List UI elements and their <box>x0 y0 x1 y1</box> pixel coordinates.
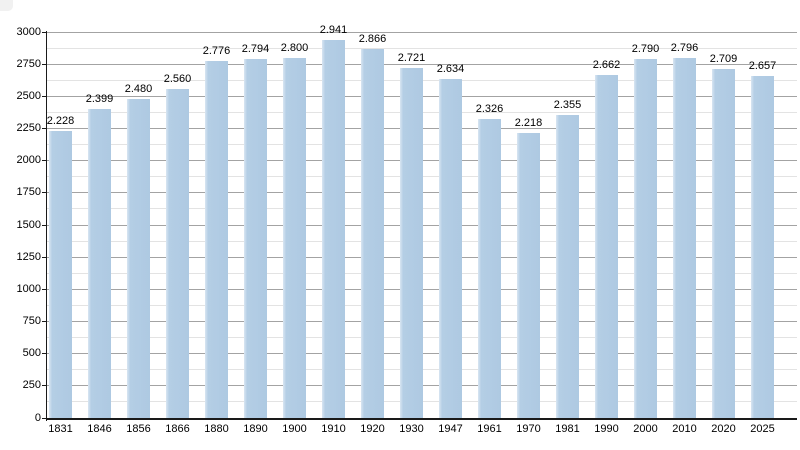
x-axis-tick-label: 1900 <box>282 423 307 435</box>
y-axis-tick <box>42 417 47 419</box>
bar <box>673 58 696 418</box>
bar-value-label: 2.776 <box>202 44 231 57</box>
bar-value-label: 2.796 <box>670 42 699 55</box>
y-axis-tick-label: 1750 <box>16 186 41 199</box>
bar <box>88 109 111 418</box>
y-axis-tick-label: 2500 <box>16 89 41 102</box>
bar <box>517 132 540 418</box>
bar-value-label: 2.800 <box>280 41 309 54</box>
x-axis-tick-label: 1856 <box>126 423 151 435</box>
bar <box>634 59 657 418</box>
x-axis-tick-label: 1961 <box>477 423 502 435</box>
bar-value-label: 2.326 <box>475 102 504 115</box>
x-axis-tick-label: 1981 <box>555 423 580 435</box>
y-axis-tick-label: 1250 <box>16 250 41 263</box>
y-axis-tick <box>42 321 47 322</box>
x-axis-tick-label: 2010 <box>672 423 697 435</box>
x-axis-tick-label: 1846 <box>87 423 112 435</box>
bar-value-label: 2.480 <box>124 82 153 95</box>
bar <box>439 79 462 418</box>
x-axis-tick-label: 2025 <box>750 423 775 435</box>
bar-value-label: 2.662 <box>592 59 621 72</box>
y-axis-tick <box>42 224 47 226</box>
y-axis-tick <box>42 160 47 162</box>
x-axis-tick-label: 1920 <box>360 423 385 435</box>
y-axis-tick <box>42 128 47 129</box>
y-axis-tick <box>42 95 47 97</box>
y-axis-tick <box>42 192 47 194</box>
y-axis-tick <box>42 63 47 65</box>
y-axis-tick-label: 3000 <box>16 25 41 38</box>
bar-value-label: 2.709 <box>709 53 738 66</box>
y-axis-tick <box>42 256 47 258</box>
bar <box>127 98 150 418</box>
bar <box>49 131 72 418</box>
bar <box>361 49 384 418</box>
bar <box>595 75 618 418</box>
bar-value-label: 2.794 <box>241 42 270 55</box>
bar-value-label: 2.941 <box>319 23 348 36</box>
x-axis-tick-label: 1890 <box>243 423 268 435</box>
y-axis-tick-label: 0 <box>34 411 41 424</box>
y-axis-tick-label: 750 <box>22 315 41 327</box>
x-axis-tick-label: 1866 <box>165 423 190 435</box>
y-axis-tick-label: 2250 <box>16 122 41 134</box>
bar-value-label: 2.790 <box>631 43 660 56</box>
y-axis-tick-label: 1500 <box>16 218 41 231</box>
x-axis-tick-label: 1970 <box>516 423 541 435</box>
bar-value-label: 2.634 <box>436 63 465 76</box>
bar <box>712 69 735 418</box>
y-axis-line <box>46 31 47 421</box>
bar <box>205 60 228 418</box>
bar <box>244 58 267 418</box>
y-axis-tick-label: 2750 <box>16 57 41 70</box>
x-axis-tick-label: 1947 <box>438 423 463 435</box>
gridline-major <box>47 63 797 65</box>
bar <box>478 118 501 418</box>
y-axis-tick <box>42 353 47 355</box>
y-axis-tick-label: 1000 <box>16 282 41 295</box>
bar <box>556 114 579 418</box>
bar-value-label: 2.560 <box>163 72 192 85</box>
x-axis-line <box>46 418 797 420</box>
y-axis-tick-label: 500 <box>22 347 41 360</box>
corner-artifact <box>0 0 13 11</box>
bar-value-label: 2.355 <box>553 98 582 111</box>
x-axis-tick-label: 2000 <box>633 423 658 435</box>
x-axis-tick-label: 1880 <box>204 423 229 435</box>
bar <box>166 88 189 418</box>
bar-value-label: 2.721 <box>397 51 426 64</box>
y-axis-tick <box>42 288 47 290</box>
bar-value-label: 2.399 <box>85 93 114 106</box>
x-axis-tick-label: 2020 <box>711 423 736 435</box>
y-axis-tick-label: 250 <box>22 379 41 392</box>
x-axis-tick-label: 1831 <box>48 423 73 435</box>
x-axis-tick-label: 1930 <box>399 423 424 435</box>
bar <box>751 76 774 418</box>
bar-value-label: 2.657 <box>748 60 777 73</box>
gridline-minor <box>47 47 797 49</box>
x-axis-tick-label: 1990 <box>594 423 619 435</box>
bar-value-label: 2.228 <box>46 115 75 128</box>
y-axis-tick <box>42 31 47 33</box>
x-axis-tick-label: 1910 <box>321 423 346 435</box>
gridline-major <box>47 31 797 33</box>
bar <box>322 39 345 418</box>
bar-value-label: 2.866 <box>358 33 387 46</box>
bar <box>283 57 306 418</box>
y-axis-tick <box>42 385 47 387</box>
bar-value-label: 2.218 <box>514 116 543 129</box>
bar <box>400 67 423 418</box>
y-axis-tick-label: 2000 <box>16 154 41 167</box>
